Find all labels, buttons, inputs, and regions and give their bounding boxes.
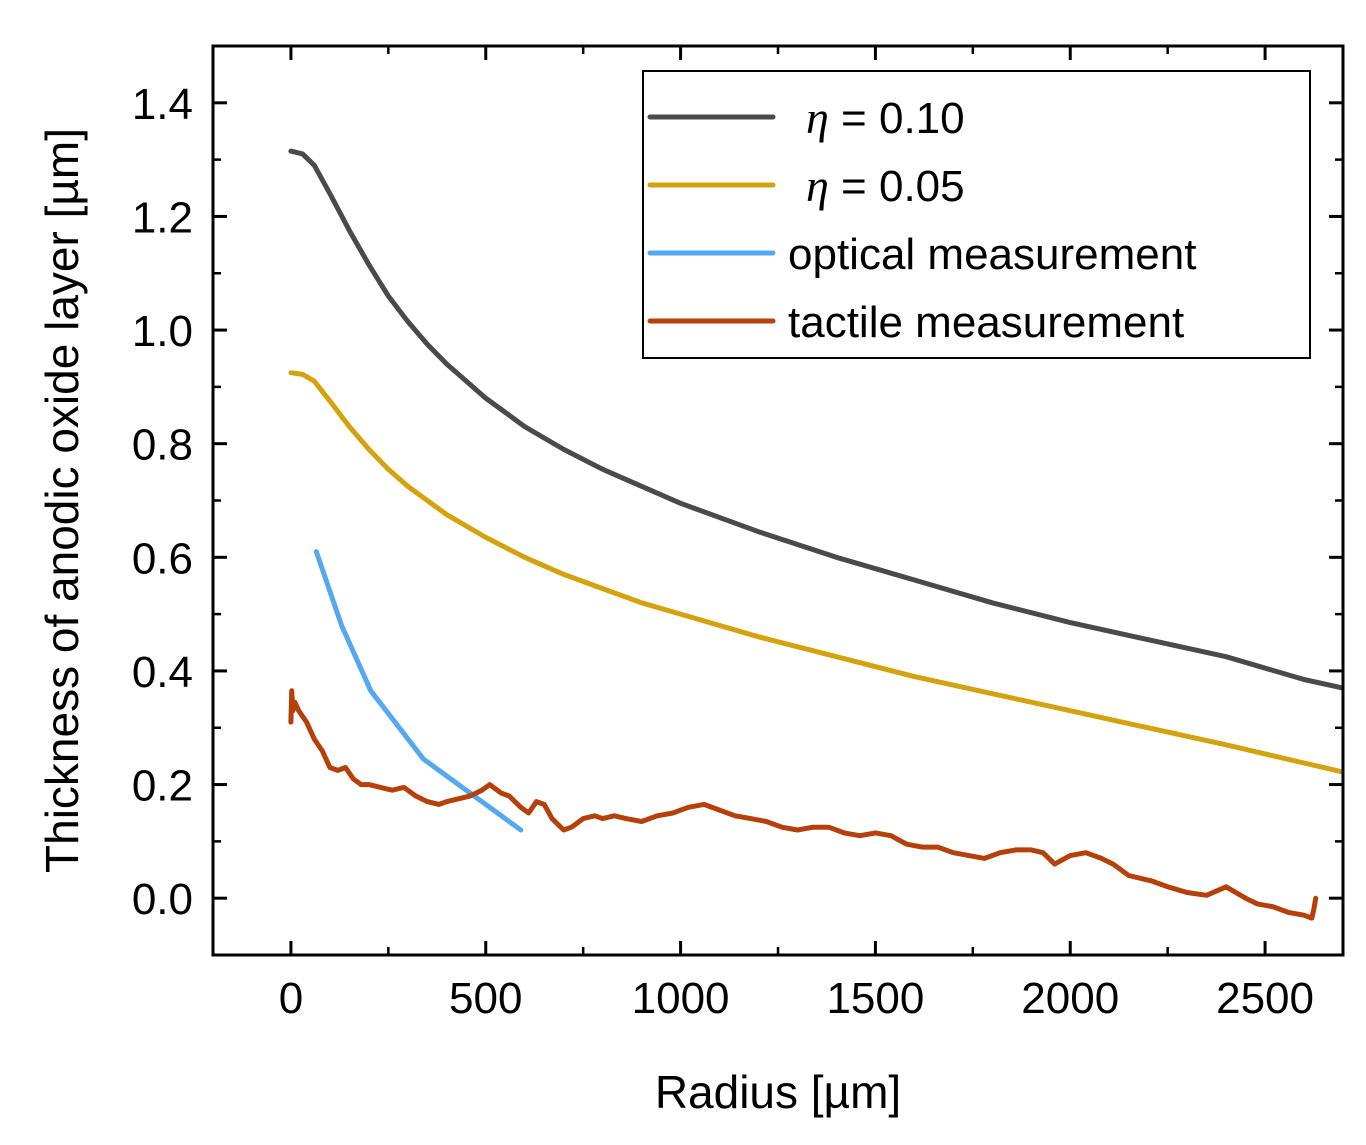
series-layer (288, 148, 1343, 921)
eta-symbol: η (806, 92, 829, 143)
eta-symbol: η (806, 160, 829, 211)
series-line-0-10 (288, 148, 1343, 691)
y-tick-label: 0.4 (132, 648, 193, 697)
legend-label-0-05: η = 0.05 (806, 160, 965, 211)
x-axis-title: Radius [µm] (655, 1066, 901, 1118)
y-axis: 0.0 0.2 0.4 0.6 0.8 1.0 1.2 1.4 (132, 44, 1343, 957)
series-line-optical-measurement (313, 549, 524, 833)
y-tick-label: 1.4 (132, 80, 193, 129)
legend-text: tactile measurement (788, 298, 1184, 347)
x-tick-label: 2500 (1216, 974, 1314, 1023)
legend-label-optical-measurement: optical measurement (788, 230, 1196, 279)
x-tick-label: 0 (279, 974, 303, 1023)
y-tick-label: 0.0 (132, 875, 193, 924)
y-axis-title: Thickness of anodic oxide layer [µm] (36, 128, 88, 873)
y-tick-label: 0.8 (132, 421, 193, 470)
series-line-tactile-measurement (288, 688, 1319, 921)
y-tick-label: 0.6 (132, 534, 193, 583)
legend-text: optical measurement (788, 230, 1196, 279)
legend-text: = 0.10 (829, 94, 965, 143)
legend-label-tactile-measurement: tactile measurement (788, 298, 1184, 347)
x-axis: 0 500 1000 1500 2000 2500 (279, 46, 1314, 1023)
legend-text: = 0.05 (829, 162, 965, 211)
x-tick-label: 500 (449, 974, 522, 1023)
legend-label-0-10: η = 0.10 (806, 92, 965, 143)
x-tick-label: 1000 (632, 974, 730, 1023)
x-tick-label: 1500 (826, 974, 924, 1023)
series-line-0-05 (288, 370, 1343, 775)
x-tick-label: 2000 (1021, 974, 1119, 1023)
y-tick-label: 0.2 (132, 762, 193, 811)
y-tick-label: 1.0 (132, 307, 193, 356)
y-tick-label: 1.2 (132, 193, 193, 242)
